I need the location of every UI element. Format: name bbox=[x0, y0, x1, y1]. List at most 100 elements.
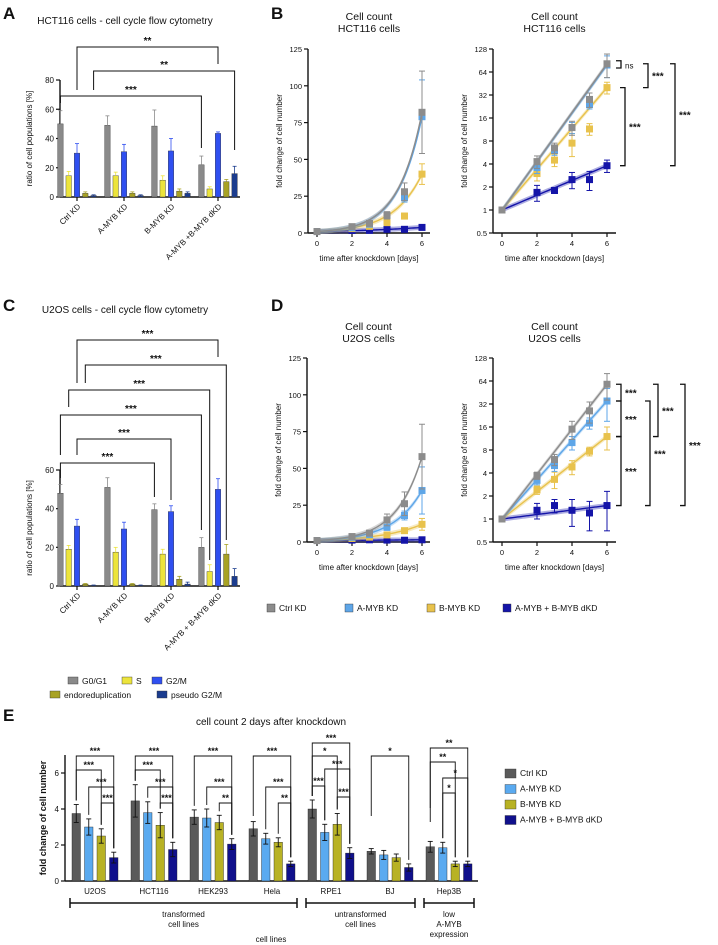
bar bbox=[307, 808, 317, 882]
y-tick-label: 64 bbox=[479, 377, 487, 386]
bar bbox=[159, 553, 166, 587]
category-label: HEK293 bbox=[198, 887, 228, 896]
y-tick-label: 75 bbox=[294, 119, 302, 128]
bar bbox=[198, 547, 205, 587]
data-point bbox=[533, 472, 541, 480]
legend-item-line-2-swatch bbox=[426, 603, 436, 613]
significance-label: *** bbox=[149, 746, 160, 756]
bar bbox=[223, 181, 230, 198]
data-point bbox=[383, 536, 391, 544]
significance-bracket bbox=[442, 792, 456, 858]
legend-item-e-0: Ctrl KD bbox=[520, 768, 547, 778]
data-point bbox=[603, 433, 611, 441]
data-point bbox=[551, 475, 558, 483]
data-point bbox=[603, 84, 611, 92]
data-point bbox=[568, 139, 576, 147]
significance-bracket bbox=[218, 802, 233, 835]
y-tick-label: 50 bbox=[294, 155, 302, 164]
data-point bbox=[383, 523, 391, 531]
data-point bbox=[401, 527, 408, 535]
significance-bracket bbox=[616, 435, 622, 507]
bar bbox=[198, 164, 205, 198]
significance-label: ** bbox=[445, 738, 453, 748]
y-tick-label: 2 bbox=[483, 183, 487, 192]
data-point bbox=[603, 162, 611, 170]
bar bbox=[121, 528, 127, 587]
y-tick-label: 50 bbox=[293, 464, 301, 473]
data-point bbox=[586, 407, 593, 415]
significance-label: *** bbox=[679, 111, 691, 122]
significance-label: *** bbox=[83, 760, 94, 770]
chart-title: Cell count bbox=[531, 321, 578, 333]
y-tick-label: 125 bbox=[289, 45, 302, 54]
data-point bbox=[533, 158, 541, 166]
y-tick-label: 64 bbox=[479, 68, 487, 77]
data-point bbox=[533, 486, 541, 494]
y-tick-label: 40 bbox=[45, 135, 54, 144]
significance-label: ** bbox=[439, 752, 447, 762]
significance-bracket bbox=[59, 462, 155, 497]
bar bbox=[82, 583, 89, 587]
data-point bbox=[313, 228, 321, 236]
legend-item-pseudo-g2m-swatch bbox=[156, 690, 168, 699]
data-point bbox=[568, 124, 576, 132]
x-tick-label: 0 bbox=[315, 548, 319, 557]
significance-label: *** bbox=[102, 793, 113, 803]
bar bbox=[231, 173, 238, 198]
bar bbox=[151, 509, 158, 587]
x-tick-label: 6 bbox=[420, 239, 424, 248]
significance-label: *** bbox=[625, 389, 637, 400]
bar bbox=[137, 585, 144, 587]
bar bbox=[129, 583, 136, 587]
data-point bbox=[348, 223, 356, 231]
significance-label: * bbox=[323, 746, 327, 756]
legend-item-line-3-swatch bbox=[502, 603, 512, 613]
category-label: B-MYB KD bbox=[143, 591, 177, 625]
x-tick-label: 4 bbox=[570, 239, 574, 248]
significance-label: *** bbox=[125, 85, 137, 96]
chart-title: Cell count bbox=[345, 321, 392, 333]
data-point bbox=[551, 186, 558, 194]
x-axis-label: time after knockdown [days] bbox=[319, 563, 418, 572]
chart-title: Cell count bbox=[531, 11, 578, 23]
y-tick-label: 4 bbox=[483, 160, 487, 169]
y-tick-label: 125 bbox=[288, 354, 301, 363]
bar bbox=[74, 525, 80, 587]
legend-item-s-swatch bbox=[121, 676, 133, 685]
significance-label: *** bbox=[652, 72, 664, 83]
y-tick-label: 32 bbox=[479, 91, 487, 100]
y-tick-label: 0.5 bbox=[477, 229, 487, 238]
data-point bbox=[401, 212, 408, 220]
significance-label: *** bbox=[689, 441, 701, 452]
significance-bracket bbox=[616, 60, 622, 69]
data-point bbox=[366, 529, 373, 537]
y-tick-label: 128 bbox=[474, 354, 487, 363]
significance-label: *** bbox=[161, 793, 172, 803]
significance-bracket bbox=[68, 389, 211, 560]
significance-bracket bbox=[252, 755, 292, 858]
significance-label: *** bbox=[96, 777, 107, 787]
legend-item-line-2: B-MYB KD bbox=[439, 603, 480, 613]
data-point bbox=[533, 188, 541, 196]
bar bbox=[168, 150, 174, 198]
data-point bbox=[586, 447, 593, 455]
significance-bracket bbox=[159, 802, 174, 839]
bar bbox=[65, 549, 72, 587]
y-tick-label: 8 bbox=[483, 446, 487, 455]
y-tick-label: 100 bbox=[288, 391, 301, 400]
category-group-label: untransformed bbox=[335, 910, 387, 919]
bar bbox=[57, 493, 64, 587]
y-tick-label: 2 bbox=[483, 492, 487, 501]
data-point bbox=[603, 397, 611, 405]
significance-bracket bbox=[670, 63, 676, 167]
chart-title: Cell count bbox=[346, 11, 393, 23]
x-tick-label: 0 bbox=[315, 239, 319, 248]
category-group-bracket bbox=[69, 898, 298, 908]
y-tick-label: 0 bbox=[50, 193, 55, 202]
significance-bracket bbox=[75, 769, 102, 825]
panel-label-a: A bbox=[3, 4, 16, 23]
bar bbox=[65, 175, 72, 198]
legend-item-e-3-swatch bbox=[504, 815, 517, 825]
data-point bbox=[418, 520, 426, 528]
y-axis-label: fold change of cell number bbox=[38, 760, 48, 875]
